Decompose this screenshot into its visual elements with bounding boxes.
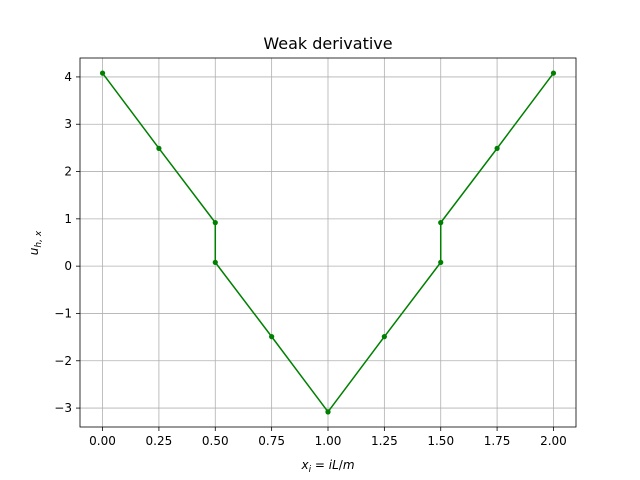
y-axis-label: uh, x	[27, 230, 44, 255]
x-tick-label: 1.00	[315, 434, 342, 448]
x-tick-label: 1.25	[371, 434, 398, 448]
data-point	[550, 70, 557, 76]
data-point	[156, 145, 162, 151]
x-tick-label: 0.50	[202, 434, 229, 448]
y-tick-label: 4	[64, 70, 72, 84]
x-tick-label: 0.75	[258, 434, 285, 448]
data-point	[325, 409, 331, 415]
y-tick-label: 1	[64, 212, 72, 226]
y-tick-label: −1	[54, 306, 72, 320]
chart-title: Weak derivative	[263, 34, 392, 53]
y-tick-label: 0	[64, 259, 72, 273]
data-point	[438, 220, 444, 226]
x-tick-label: 0.25	[146, 434, 173, 448]
x-tick-label: 1.75	[484, 434, 511, 448]
data-point	[212, 220, 218, 226]
data-point	[494, 145, 500, 151]
y-tick-label: −3	[54, 401, 72, 415]
x-axis-label: xi = iL/m	[300, 458, 354, 475]
x-tick-label: 1.50	[427, 434, 454, 448]
y-tick-label: 2	[64, 165, 72, 179]
x-tick-label: 2.00	[540, 434, 567, 448]
y-tick-label: 3	[64, 117, 72, 131]
data-point	[381, 334, 387, 340]
data-point	[438, 259, 444, 265]
data-point	[212, 259, 218, 265]
series-layer	[99, 70, 557, 415]
data-point	[269, 334, 275, 340]
data-point	[99, 70, 106, 76]
x-tick-label: 0.00	[89, 434, 116, 448]
grid-lines	[80, 58, 576, 427]
axis-ticks: 0.00 0.25 0.50 0.75 1.00 1.25 1.50 1.75 2.00 −3 −2…	[54, 70, 567, 448]
y-tick-label: −2	[54, 354, 72, 368]
